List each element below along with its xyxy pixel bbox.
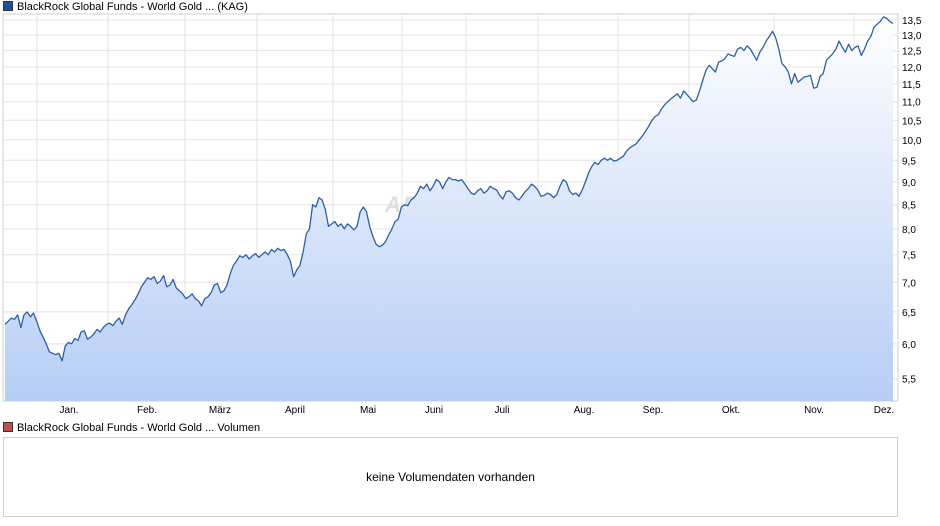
y-tick-label: 6,5 — [902, 308, 916, 319]
y-tick-label: 6,0 — [902, 340, 916, 351]
volume-legend-swatch — [3, 422, 13, 432]
y-tick-label: 13,0 — [902, 31, 922, 42]
y-axis: 5,5 6,0 6,5 7,0 7,5 8,0 8,5 9,0 9,5 10,0 10,5 11,0 1… — [902, 16, 922, 386]
price-area — [5, 16, 893, 402]
x-tick-label: April — [285, 405, 305, 416]
x-tick-label: Aug. — [574, 405, 595, 416]
x-axis: Jan. Feb. März April Mai Juni Juli Aug. Sep. Okt.… — [60, 405, 895, 416]
volume-panel: keine Volumendaten vorhanden — [3, 437, 898, 517]
x-tick-label: Sep. — [643, 405, 664, 416]
y-tick-label: 7,0 — [902, 278, 916, 289]
x-tick-label: März — [209, 405, 231, 416]
y-tick-label: 13,5 — [902, 16, 922, 27]
x-tick-label: Mai — [360, 405, 376, 416]
no-volume-message: keine Volumendaten vorhanden — [366, 470, 535, 484]
price-legend-label: BlackRock Global Funds - World Gold ... … — [17, 1, 248, 13]
volume-legend: BlackRock Global Funds - World Gold ... … — [3, 421, 260, 435]
y-tick-label: 10,0 — [902, 136, 922, 147]
x-tick-label: Dez. — [874, 405, 895, 416]
x-tick-label: Juli — [494, 405, 509, 416]
y-tick-label: 8,5 — [902, 201, 916, 212]
y-tick-label: 12,0 — [902, 63, 922, 74]
price-legend: BlackRock Global Funds - World Gold ... … — [3, 0, 248, 14]
y-tick-label: 8,0 — [902, 225, 916, 236]
y-tick-label: 10,5 — [902, 116, 922, 127]
price-chart[interactable]: ARIVA 5,56,06,57,07,58,08,59,09,510,010,… — [0, 0, 940, 420]
x-tick-label: Juni — [425, 405, 443, 416]
y-tick-label: 11,0 — [902, 98, 921, 109]
y-tick-label: 5,5 — [902, 375, 916, 386]
y-tick-label: 12,5 — [902, 47, 922, 58]
x-tick-label: Okt. — [722, 405, 740, 416]
volume-legend-label: BlackRock Global Funds - World Gold ... … — [17, 422, 261, 434]
y-tick-label: 9,5 — [902, 156, 916, 167]
x-tick-label: Nov. — [804, 405, 824, 416]
y-tick-label: 9,0 — [902, 178, 916, 189]
price-legend-swatch — [3, 1, 13, 11]
price-line — [4, 16, 894, 362]
x-tick-label: Feb. — [137, 405, 157, 416]
y-tick-label: 7,5 — [902, 251, 916, 262]
x-tick-label: Jan. — [60, 405, 79, 416]
y-tick-label: 11,5 — [902, 80, 921, 91]
